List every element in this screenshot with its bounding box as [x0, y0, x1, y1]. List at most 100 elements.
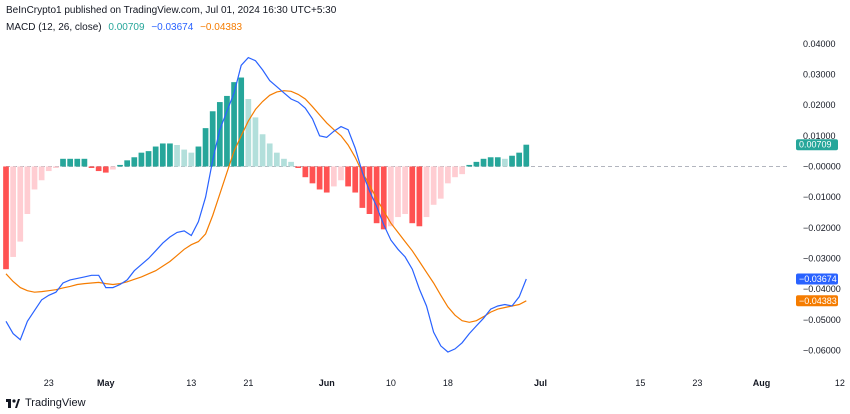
- histogram-bar: [266, 143, 273, 167]
- histogram-bar: [494, 157, 501, 167]
- histogram-bar: [480, 158, 487, 167]
- y-tick-label: −0.03000: [803, 253, 841, 263]
- tradingview-logo-icon: [6, 398, 20, 408]
- histogram-bar: [281, 158, 287, 167]
- histogram-bar: [295, 166, 302, 168]
- histogram-bar: [45, 166, 52, 172]
- histogram-bar: [430, 166, 437, 205]
- y-tick-label: −0.05000: [803, 315, 841, 325]
- histogram-bar: [10, 166, 16, 257]
- histogram-bar: [81, 158, 88, 167]
- histogram-bar: [288, 161, 294, 167]
- signal-value: −0.04383: [200, 22, 243, 33]
- x-tick-label: Jun: [319, 378, 335, 388]
- histogram-bar: [159, 143, 166, 167]
- histogram-bar: [380, 166, 387, 230]
- histogram-bar: [245, 99, 252, 167]
- histogram-bar: [102, 166, 109, 173]
- indicator-name: MACD (12, 26, close): [6, 22, 102, 33]
- histogram-bar: [437, 166, 444, 199]
- hist-tag-label: 0.00709: [799, 140, 832, 150]
- histogram-bar: [88, 166, 95, 168]
- histogram-bar: [409, 166, 416, 224]
- histogram-bar: [131, 157, 138, 167]
- histogram-bar: [216, 102, 223, 167]
- y-tick-label: −0.06000: [803, 345, 841, 355]
- histogram-bar: [423, 166, 430, 218]
- histogram-bar: [487, 157, 494, 167]
- histogram-bar: [17, 166, 24, 242]
- y-tick-label: 0.03000: [803, 69, 836, 79]
- x-tick-label: 21: [243, 378, 253, 388]
- y-axis: 0.04000 0.03000 0.02000 0.01000 −0.00000 −0.0…: [803, 39, 841, 356]
- y-tick-label: 0.01000: [803, 131, 836, 141]
- tradingview-footer[interactable]: TradingView: [6, 397, 86, 409]
- macd-tag: −0.03674: [796, 273, 838, 285]
- histogram-bar: [110, 166, 116, 170]
- histogram-bar: [502, 158, 508, 167]
- histogram-bar: [31, 166, 38, 190]
- y-tick-label: −0.00000: [803, 161, 841, 171]
- publish-info: BeInCrypto1 published on TradingView.com…: [6, 5, 337, 16]
- x-tick-label: 23: [44, 378, 54, 388]
- histogram-bar: [473, 161, 480, 167]
- histogram-bar: [252, 117, 259, 167]
- histogram-bar: [53, 166, 59, 168]
- histogram-bar: [359, 166, 366, 208]
- histogram-bar: [316, 166, 323, 190]
- histogram-bar: [309, 166, 316, 184]
- histogram-bar: [3, 166, 9, 270]
- histogram-bar: [523, 144, 530, 167]
- y-tick-label: 0.02000: [803, 100, 836, 110]
- histogram-bar: [373, 166, 380, 224]
- histogram-bar: [395, 166, 401, 218]
- x-tick-label: Aug: [753, 378, 771, 388]
- x-tick-label: 13: [186, 378, 196, 388]
- histogram-bar: [459, 166, 465, 175]
- histogram-bar: [195, 146, 202, 167]
- histogram-bar: [209, 111, 216, 167]
- histogram-bar: [181, 149, 188, 167]
- hist-tag: 0.00709: [796, 139, 838, 151]
- histogram-bar: [60, 158, 66, 167]
- histogram-bar: [273, 152, 280, 167]
- histogram-bar: [416, 166, 423, 227]
- x-tick-label: May: [97, 378, 115, 388]
- histogram-bar: [338, 166, 344, 181]
- price-tags: 0.00709 −0.03674 −0.04383: [796, 139, 838, 307]
- signal-tag: −0.04383: [796, 295, 838, 307]
- histogram-bar: [466, 164, 473, 167]
- histogram-bar: [188, 152, 195, 167]
- macd-value: −0.03674: [151, 22, 194, 33]
- y-tick-label: −0.02000: [803, 223, 841, 233]
- histogram-bar: [352, 166, 359, 193]
- y-tick-label: −0.04000: [803, 284, 841, 294]
- histogram-bar: [259, 134, 266, 167]
- histogram-bar: [124, 160, 131, 167]
- x-tick-label: Jul: [534, 378, 547, 388]
- histogram-bar: [38, 166, 45, 181]
- brand-label: TradingView: [25, 397, 86, 409]
- histogram-bar: [67, 158, 73, 167]
- histogram-bar: [202, 128, 209, 167]
- x-tick-label: 12: [835, 378, 845, 388]
- x-tick-label: 23: [692, 378, 702, 388]
- histogram-bar: [388, 166, 394, 227]
- x-tick-label: 15: [635, 378, 645, 388]
- histogram-bar: [24, 166, 31, 214]
- histogram-bar: [117, 164, 123, 167]
- histogram-bar: [152, 146, 159, 167]
- histogram-bar: [138, 152, 145, 167]
- histogram-bar: [323, 166, 330, 193]
- histogram-bar: [145, 151, 152, 167]
- histogram-bar: [167, 143, 173, 167]
- x-tick-label: 10: [386, 378, 396, 388]
- hist-value: 0.00709: [108, 22, 145, 33]
- histogram-bar: [224, 95, 230, 167]
- histogram-bars: [3, 77, 530, 270]
- macd-tag-label: −0.03674: [799, 274, 837, 284]
- y-tick-label: 0.04000: [803, 39, 836, 49]
- x-tick-label: 18: [443, 378, 453, 388]
- histogram-bar: [345, 166, 351, 187]
